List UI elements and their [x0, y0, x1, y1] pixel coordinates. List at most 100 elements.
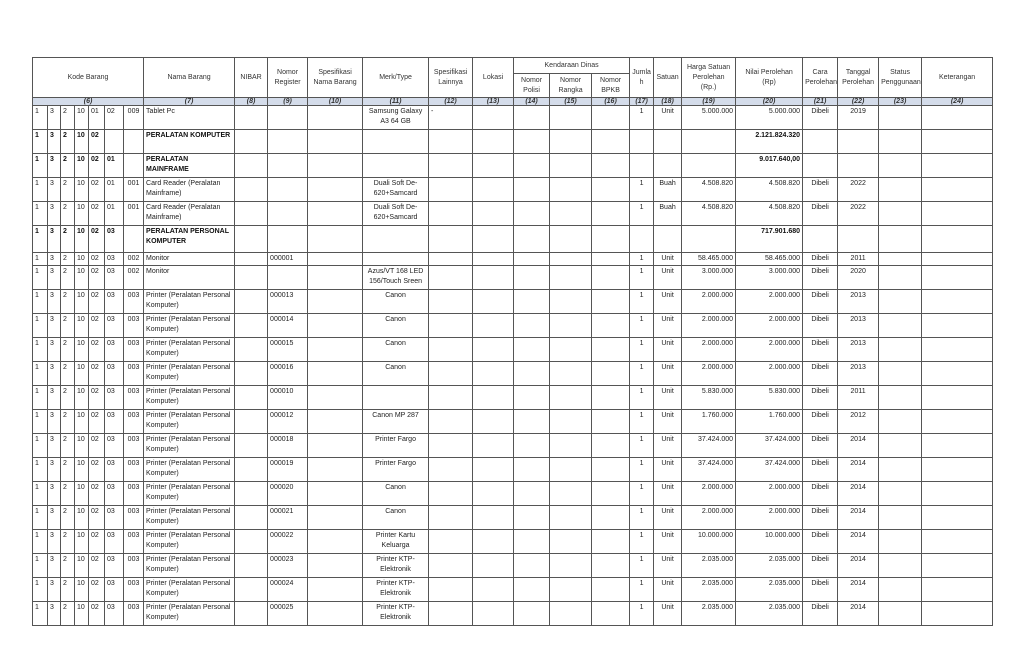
spesifikasi-nama-barang-cell [307, 385, 364, 410]
header-nomor-polisi: Nomor Polisi [513, 73, 551, 98]
jumlah-cell: 1 [629, 529, 655, 554]
kode-barang-cell: 2 [60, 252, 75, 266]
column-number-row: (6) (7) (8) (9) (10) (11) (12) (13) (14) (15) (16)… [31, 97, 994, 106]
nomor-polisi-cell [513, 201, 551, 226]
kode-barang-cell: 10 [74, 265, 89, 290]
column-number: (10) [307, 97, 364, 106]
satuan-cell: Unit [653, 481, 683, 506]
satuan-cell: Unit [653, 265, 683, 290]
table-row: 1 3 2 10 02 03 003 Printer (Peralatan Personal … [32, 313, 994, 338]
lokasi-cell [472, 433, 515, 458]
harga-satuan-cell [681, 153, 737, 178]
harga-satuan-cell: 5.830.000 [681, 385, 737, 410]
column-number: (24) [921, 97, 994, 106]
kode-barang-cell: 3 [47, 361, 61, 386]
kode-barang-cell: 2 [60, 601, 75, 626]
tanggal-perolehan-cell: 2014 [837, 505, 880, 530]
status-penggunaan-cell [878, 457, 923, 482]
tanggal-perolehan-cell: 2012 [837, 409, 880, 434]
kode-barang-cell: 01 [88, 105, 105, 130]
nomor-register-cell: 000018 [267, 433, 309, 458]
merk-type-cell: Canon [362, 313, 430, 338]
spesifikasi-nama-barang-cell [307, 505, 364, 530]
spesifikasi-nama-barang-cell [307, 201, 364, 226]
kode-barang-cell: 003 [122, 457, 145, 482]
cara-perolehan-cell: Dibeli [802, 529, 839, 554]
spesifikasi-nama-barang-cell [307, 433, 364, 458]
merk-type-cell: Printer KTP-Elektronik [362, 553, 430, 578]
keterangan-cell [921, 265, 994, 290]
nibar-cell [234, 577, 269, 602]
kode-barang-cell: 10 [74, 481, 89, 506]
nomor-polisi-cell [513, 601, 551, 626]
nomor-register-cell [267, 201, 309, 226]
merk-type-cell [362, 385, 430, 410]
nama-barang-cell: Monitor [143, 265, 236, 290]
nomor-rangka-cell [549, 433, 593, 458]
nibar-cell [234, 409, 269, 434]
merk-type-cell: Printer KTP-Elektronik [362, 601, 430, 626]
cara-perolehan-cell [802, 129, 839, 154]
kode-barang-cell: 003 [122, 481, 145, 506]
column-number: (7) [143, 97, 236, 106]
kode-barang-cell: 2 [60, 225, 75, 253]
tanggal-perolehan-cell: 2014 [837, 481, 880, 506]
kode-barang-cell: 1 [32, 385, 48, 410]
lokasi-cell [472, 153, 515, 178]
kode-barang-cell: 2 [60, 361, 75, 386]
column-number: (9) [267, 97, 309, 106]
lokasi-cell [472, 337, 515, 362]
harga-satuan-cell: 2.000.000 [681, 361, 737, 386]
spesifikasi-nama-barang-cell [307, 313, 364, 338]
nibar-cell [234, 337, 269, 362]
kode-barang-cell: 2 [60, 529, 75, 554]
table-row: 1 3 2 10 02 03 003 Printer (Peralatan Personal … [32, 433, 994, 458]
header-kode-barang: Kode Barang [31, 57, 145, 98]
table-row: 1 3 2 10 02 03 003 Printer (Peralatan Personal … [32, 337, 994, 362]
kode-barang-cell: 2 [60, 313, 75, 338]
nomor-register-cell [267, 129, 309, 154]
header-jumlah: Jumla h [629, 57, 655, 98]
nomor-register-cell: 000015 [267, 337, 309, 362]
kode-barang-cell: 3 [47, 337, 61, 362]
nilai-perolehan-cell: 1.760.000 [735, 409, 804, 434]
nilai-perolehan-cell: 5.000.000 [735, 105, 804, 130]
kode-barang-cell: 003 [122, 409, 145, 434]
kode-barang-cell: 02 [88, 553, 105, 578]
cara-perolehan-cell: Dibeli [802, 481, 839, 506]
merk-type-cell: Canon [362, 289, 430, 314]
tanggal-perolehan-cell: 2011 [837, 252, 880, 266]
satuan-cell: Unit [653, 601, 683, 626]
header-nama-barang: Nama Barang [143, 57, 236, 98]
spesifikasi-lainnya-cell [428, 361, 474, 386]
merk-type-cell: Duali Soft De-620+Samcard [362, 201, 430, 226]
status-penggunaan-cell [878, 577, 923, 602]
kode-barang-cell: 10 [74, 252, 89, 266]
column-number: (13) [472, 97, 515, 106]
satuan-cell: Buah [653, 201, 683, 226]
harga-satuan-cell: 3.000.000 [681, 265, 737, 290]
jumlah-cell: 1 [629, 289, 655, 314]
satuan-cell: Unit [653, 529, 683, 554]
kode-barang-cell: 002 [122, 252, 145, 266]
nomor-polisi-cell [513, 457, 551, 482]
kode-barang-cell: 2 [60, 337, 75, 362]
nibar-cell [234, 289, 269, 314]
tanggal-perolehan-cell: 2013 [837, 337, 880, 362]
merk-type-cell [362, 153, 430, 178]
tanggal-perolehan-cell: 2013 [837, 313, 880, 338]
status-penggunaan-cell [878, 177, 923, 202]
jumlah-cell: 1 [629, 265, 655, 290]
spesifikasi-nama-barang-cell [307, 105, 364, 130]
keterangan-cell [921, 129, 994, 154]
jumlah-cell [629, 225, 655, 253]
keterangan-cell [921, 337, 994, 362]
spesifikasi-lainnya-cell: - [428, 105, 474, 130]
column-number: (23) [878, 97, 923, 106]
header-kendaraan-dinas: Kendaraan Dinas [513, 57, 631, 74]
tanggal-perolehan-cell: 2020 [837, 265, 880, 290]
lokasi-cell [472, 505, 515, 530]
nomor-bpkb-cell [591, 433, 631, 458]
kode-barang-cell: 1 [32, 201, 48, 226]
nomor-register-cell: 000020 [267, 481, 309, 506]
